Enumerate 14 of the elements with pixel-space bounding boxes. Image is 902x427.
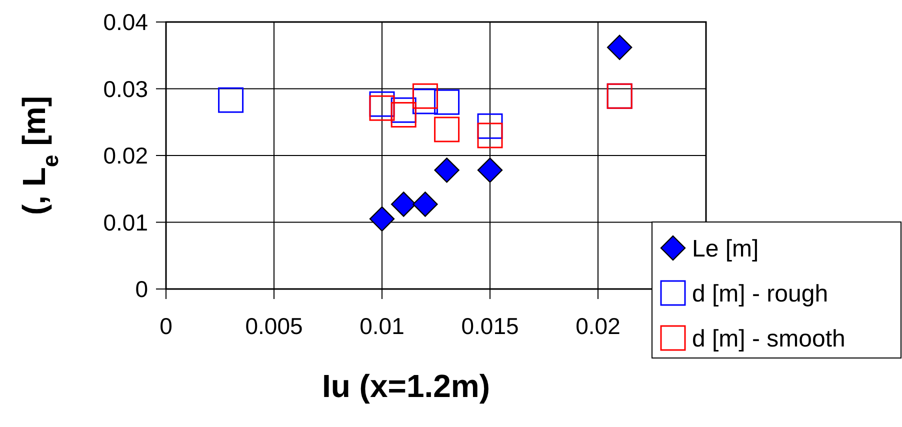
y-tick-label: 0.04	[103, 9, 148, 36]
x-tick-label: 0.005	[245, 313, 303, 339]
x-tick-label: 0	[160, 313, 172, 339]
y-tick-label: 0.02	[103, 142, 148, 169]
y-tick-label: 0.01	[103, 209, 148, 236]
y-tick-label: 0.03	[103, 76, 148, 102]
legend-label: Le [m]	[692, 235, 759, 262]
x-tick-label: 0.01	[360, 313, 404, 339]
x-tick-label: 0.02	[576, 313, 620, 339]
legend-label: d [m] - smooth	[692, 325, 846, 352]
x-tick-label: 0.015	[461, 313, 519, 339]
x-axis-title: Iu (x=1.2m)	[322, 368, 490, 404]
legend-label: d [m] - rough	[692, 280, 828, 308]
y-tick-label: 0	[135, 276, 148, 302]
